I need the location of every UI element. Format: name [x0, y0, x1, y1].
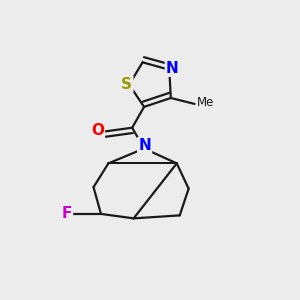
Text: Me: Me — [197, 96, 214, 109]
Text: O: O — [91, 124, 104, 139]
Text: F: F — [61, 206, 72, 221]
Text: S: S — [121, 76, 132, 92]
Text: N: N — [166, 61, 179, 76]
Text: N: N — [138, 138, 151, 153]
